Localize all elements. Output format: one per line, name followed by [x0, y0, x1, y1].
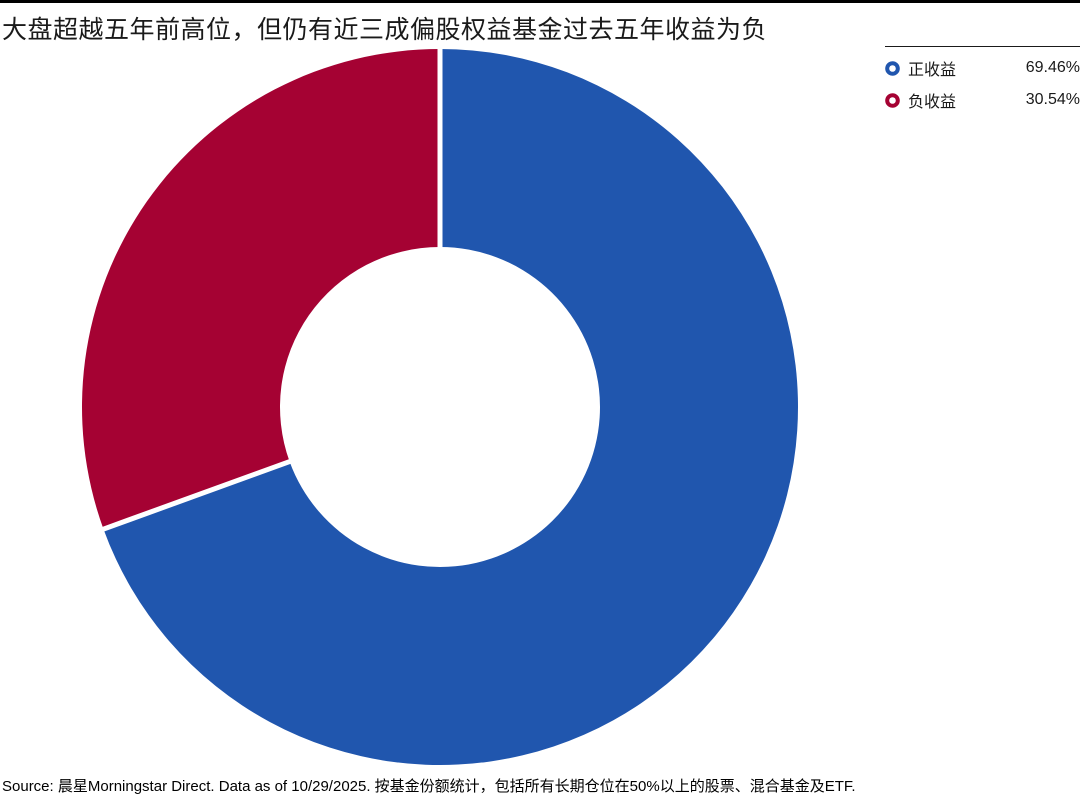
source-note: Source: 晨星Morningstar Direct. Data as of… — [2, 778, 856, 795]
legend-value: 30.54% — [1025, 91, 1080, 108]
ring-icon — [885, 60, 900, 76]
legend-item-negative: 负收益 30.54% — [885, 84, 1080, 116]
legend-value: 69.46% — [1025, 59, 1080, 76]
chart-legend: 正收益 69.46% 负收益 30.54% — [885, 46, 1080, 116]
legend-item-positive: 正收益 69.46% — [885, 52, 1080, 84]
donut-slice-负收益 — [81, 49, 440, 530]
legend-label: 负收益 — [908, 94, 957, 111]
donut-slice-正收益 — [103, 49, 799, 765]
ring-icon — [885, 92, 900, 108]
top-border-rule — [0, 0, 1080, 3]
chart-title: 大盘超越五年前高位，但仍有近三成偏股权益基金过去五年收益为负 — [2, 16, 768, 44]
slice-gap-line — [100, 458, 294, 533]
legend-label: 正收益 — [908, 62, 957, 79]
